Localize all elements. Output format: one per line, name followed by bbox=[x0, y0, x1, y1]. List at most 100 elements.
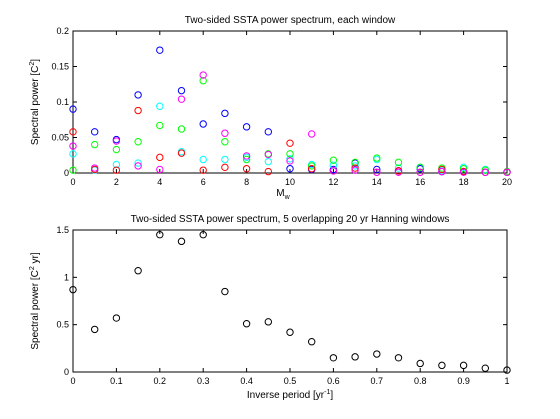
top-point bbox=[351, 162, 359, 170]
top-point bbox=[91, 164, 99, 172]
bottom-point bbox=[112, 314, 121, 322]
bottom-xtick-label: 0.4 bbox=[240, 376, 253, 386]
top-point bbox=[177, 149, 186, 157]
top-point bbox=[69, 128, 77, 136]
top-xtick-label: 4 bbox=[157, 177, 162, 187]
top-point bbox=[481, 166, 489, 174]
top-point bbox=[69, 150, 77, 158]
bottom-point bbox=[221, 287, 229, 296]
bottom-xtick-label: 0.9 bbox=[457, 376, 470, 386]
top-point bbox=[351, 164, 359, 172]
top-point bbox=[221, 155, 229, 164]
top-point bbox=[459, 165, 468, 173]
bottom-point bbox=[199, 231, 207, 239]
top-ylabel-pre: Spectral power [C bbox=[30, 66, 41, 145]
top-point bbox=[134, 138, 142, 146]
top-xlabel-sub: w bbox=[284, 194, 291, 201]
top-point bbox=[264, 150, 272, 159]
bottom-point bbox=[503, 366, 511, 374]
top-ylabel-post: ] bbox=[30, 59, 41, 62]
top-point bbox=[156, 153, 164, 162]
top-point bbox=[156, 165, 164, 174]
bottom-point bbox=[416, 359, 424, 368]
bottom-xtick-label: 0.6 bbox=[327, 376, 340, 386]
bottom-point bbox=[308, 338, 316, 346]
top-point bbox=[221, 138, 229, 146]
top-point bbox=[199, 77, 207, 85]
top-point bbox=[481, 168, 489, 176]
bottom-point bbox=[134, 267, 142, 275]
bottom-ytick-label: 0 bbox=[64, 367, 69, 377]
top-point bbox=[242, 155, 251, 164]
top-point bbox=[416, 168, 424, 176]
top-point bbox=[438, 165, 446, 174]
top-point bbox=[221, 109, 229, 118]
top-point bbox=[264, 128, 272, 136]
bottom-point bbox=[459, 361, 468, 370]
top-point bbox=[264, 167, 272, 176]
top-point bbox=[156, 46, 164, 54]
top-point bbox=[286, 157, 294, 165]
bottom-ticks: 0 0.1 0.2 0.3 0.4 0.5 0.6 0.7 0.8 0.9 1 0 0.5 1 1.5 bbox=[56, 225, 509, 386]
top-point bbox=[177, 125, 186, 133]
top-point bbox=[438, 167, 446, 176]
bottom-point bbox=[481, 364, 489, 372]
top-point bbox=[134, 106, 142, 115]
top-point bbox=[112, 166, 121, 174]
top-xtick-label: 8 bbox=[244, 177, 249, 187]
bottom-xtick-label: 0.8 bbox=[414, 376, 427, 386]
top-point bbox=[416, 163, 424, 172]
top-point bbox=[69, 166, 77, 174]
top-point bbox=[221, 129, 229, 137]
top-point bbox=[112, 160, 121, 169]
top-point bbox=[286, 155, 294, 163]
top-point bbox=[264, 157, 272, 166]
top-point bbox=[91, 140, 99, 149]
top-xtick-label: 10 bbox=[285, 177, 295, 187]
top-point bbox=[242, 165, 251, 173]
bottom-xtick-label: 1 bbox=[504, 376, 509, 386]
top-ytick-label: 0 bbox=[64, 168, 69, 178]
top-point bbox=[221, 163, 229, 172]
top-point bbox=[69, 142, 77, 150]
top-point bbox=[199, 155, 207, 164]
top-point bbox=[112, 145, 121, 154]
top-title: Two-sided SSTA power spectrum, each wind… bbox=[185, 15, 396, 26]
bottom-ytick-label: 1.5 bbox=[56, 225, 69, 235]
bottom-subplot: Two-sided SSTA power spectrum, 5 overlap… bbox=[29, 214, 511, 401]
top-xlabel: Mw bbox=[276, 188, 290, 201]
bottom-marks bbox=[69, 231, 511, 374]
bottom-axes-frame bbox=[72, 229, 508, 373]
bottom-xtick-label: 0.5 bbox=[284, 376, 297, 386]
top-xtick-label: 20 bbox=[502, 177, 512, 187]
top-point bbox=[351, 166, 359, 174]
top-point bbox=[69, 105, 77, 113]
bottom-point bbox=[329, 354, 338, 362]
bottom-point bbox=[91, 325, 99, 334]
bottom-ylabel: Spectral power [C2 yr] bbox=[29, 252, 41, 349]
top-point bbox=[177, 95, 186, 103]
top-ytick-label: 0.2 bbox=[56, 26, 69, 36]
top-point bbox=[329, 167, 338, 175]
bottom-point bbox=[438, 361, 446, 370]
top-point bbox=[91, 128, 99, 136]
bottom-ylabel-pre: Spectral power [C bbox=[30, 270, 41, 349]
top-xtick-label: 0 bbox=[70, 177, 75, 187]
top-point bbox=[308, 130, 316, 138]
top-xtick-label: 12 bbox=[328, 177, 338, 187]
top-point bbox=[459, 168, 468, 176]
bottom-point bbox=[242, 320, 251, 328]
top-point bbox=[156, 102, 164, 110]
bottom-xtick-label: 0.1 bbox=[110, 376, 123, 386]
top-point bbox=[156, 121, 164, 130]
top-point bbox=[394, 164, 403, 172]
top-point bbox=[329, 156, 338, 164]
bottom-xtick-label: 0.2 bbox=[154, 376, 167, 386]
top-ytick-label: 0.15 bbox=[51, 62, 69, 72]
top-point bbox=[373, 168, 381, 176]
top-ylabel: Spectral power [C2] bbox=[29, 59, 41, 145]
top-point bbox=[373, 154, 381, 162]
bottom-xlabel-pre: Inverse period [yr bbox=[247, 390, 325, 401]
bottom-xtick-label: 0.7 bbox=[371, 376, 384, 386]
